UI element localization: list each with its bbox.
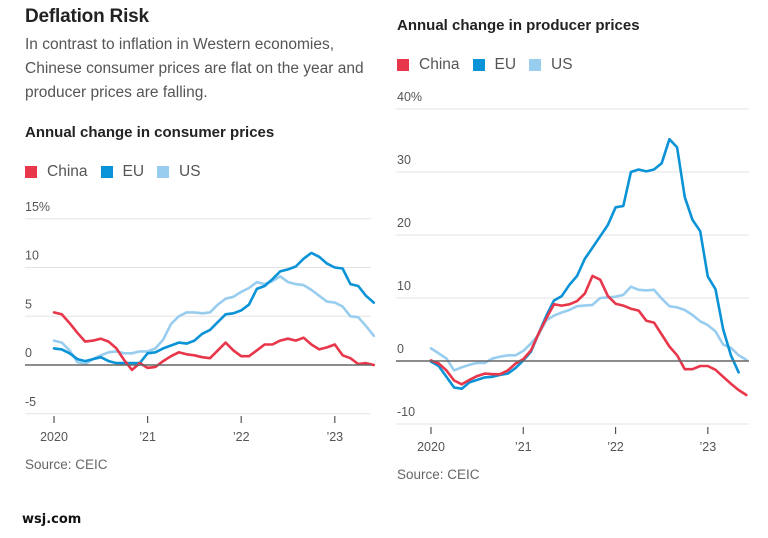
legend-swatch-eu — [472, 59, 485, 71]
legend-label-us: US — [551, 56, 573, 73]
x-tick-label: ’21 — [515, 440, 532, 454]
legend-label-china: China — [47, 163, 88, 180]
y-tick-label: -10 — [397, 405, 415, 419]
y-tick-label: -5 — [25, 395, 36, 409]
x-tick-label: ’23 — [326, 430, 343, 444]
y-tick-label: 20 — [397, 216, 411, 230]
legend-item-eu: EU — [100, 163, 145, 181]
legend-label-eu: EU — [122, 163, 145, 180]
y-tick-label: 30 — [397, 153, 411, 167]
series-line-eu — [429, 137, 740, 391]
legend-item-eu: EU — [472, 56, 517, 74]
legend-label-eu: EU — [494, 56, 517, 73]
series-line-us — [429, 285, 748, 372]
y-tick-label: 40% — [397, 90, 422, 104]
x-tick-label: ’23 — [699, 440, 716, 454]
series-line-china — [429, 274, 748, 397]
series-line-eu — [52, 251, 376, 365]
legend-swatch-us — [157, 166, 170, 178]
legend-item-us: US — [157, 163, 201, 181]
x-tick-label: 2020 — [417, 440, 445, 454]
page-description: In contrast to inflation in Western econ… — [25, 36, 364, 101]
consumer-chart: 15% 10 5 0 -5 2020 ’21 ’22 ’23 — [25, 200, 376, 444]
legend-item-china: China — [25, 163, 88, 181]
producer-chart: 40% 30 20 10 0 -10 2020 ’21 ’22 ’23 — [396, 90, 749, 454]
consumer-prices-source: Source: CEIC — [25, 457, 108, 472]
x-tick-label: ’22 — [607, 440, 624, 454]
producer-prices-source: Source: CEIC — [397, 467, 480, 482]
y-tick-label: 10 — [397, 279, 411, 293]
page-title: Deflation Risk — [25, 6, 149, 27]
x-tick-label: 2020 — [40, 430, 68, 444]
consumer-prices-legend: China EU US — [25, 163, 214, 181]
legend-swatch-us — [529, 59, 542, 71]
legend-label-china: China — [419, 56, 460, 73]
y-tick-label: 0 — [397, 342, 404, 356]
legend-label-us: US — [179, 163, 201, 180]
y-tick-label: 5 — [25, 297, 32, 311]
legend-swatch-eu — [100, 166, 113, 178]
y-tick-label: 10 — [25, 249, 39, 263]
producer-prices-legend: China EU US — [397, 56, 586, 74]
legend-item-china: China — [397, 56, 460, 74]
y-tick-label: 0 — [25, 346, 32, 360]
x-tick-label: ’21 — [139, 430, 156, 444]
brand-footer: wsj.com — [22, 512, 82, 527]
series-line-china — [52, 311, 376, 372]
legend-swatch-china — [397, 59, 409, 71]
consumer-prices-chart-title: Annual change in consumer prices — [25, 124, 275, 141]
legend-item-us: US — [529, 56, 573, 74]
producer-prices-chart-title: Annual change in producer prices — [397, 17, 640, 34]
y-tick-label: 15% — [25, 200, 50, 214]
x-tick-label: ’22 — [233, 430, 250, 444]
series-line-us — [52, 274, 376, 366]
legend-swatch-china — [25, 166, 37, 178]
